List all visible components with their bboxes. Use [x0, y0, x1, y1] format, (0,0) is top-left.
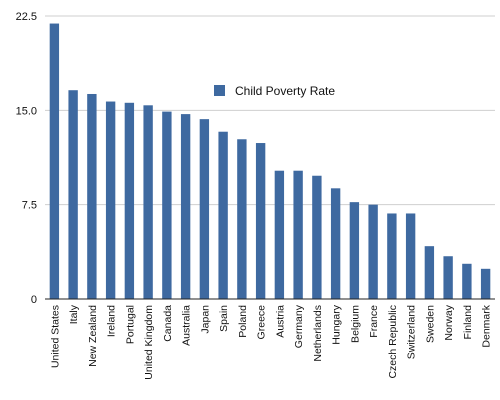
bar	[330, 188, 341, 299]
bar	[480, 268, 491, 299]
bar	[237, 139, 247, 299]
bar	[87, 93, 97, 299]
bars	[49, 23, 491, 300]
legend-label: Child Poverty Rate	[235, 84, 335, 98]
x-category-label: Austria	[274, 305, 286, 338]
legend-swatch	[214, 85, 225, 96]
x-axis-categories: United States Italy New Zealand Ireland Port…	[49, 304, 492, 379]
x-category-label: New Zealand	[87, 305, 99, 367]
x-category-label: Germany	[293, 304, 305, 348]
bar	[124, 102, 135, 299]
bar	[199, 119, 210, 299]
x-category-label: Greece	[256, 305, 268, 340]
x-category-label: Denmark	[481, 304, 493, 347]
x-category-label: Australia	[181, 305, 193, 346]
bar	[368, 204, 378, 299]
y-tick-label: 7.5	[22, 200, 37, 212]
x-category-label: Netherlands	[312, 305, 324, 362]
x-category-label: Japan	[199, 305, 211, 334]
x-category-label: France	[368, 305, 380, 338]
x-category-label: Canada	[162, 305, 174, 342]
bar	[405, 213, 416, 299]
x-category-label: Switzerland	[406, 305, 418, 359]
x-category-label: Sweden	[424, 305, 436, 343]
bar	[293, 170, 303, 299]
x-category-label: Hungary	[331, 304, 343, 344]
bar	[349, 202, 360, 299]
x-category-label: United Kingdom	[143, 305, 155, 380]
bar	[274, 170, 285, 299]
gridlines	[45, 15, 495, 206]
bar	[180, 114, 191, 300]
bar	[105, 101, 116, 299]
y-axis-ticks: 0 7.5 15.0 22.5	[16, 11, 37, 306]
x-category-label: Finland	[462, 305, 474, 340]
y-tick-label: 15.0	[16, 105, 37, 117]
y-tick-label: 22.5	[16, 11, 37, 23]
bar	[68, 90, 78, 299]
x-category-label: Belgium	[349, 305, 361, 343]
bar	[387, 213, 397, 299]
bar	[424, 246, 435, 299]
bar	[162, 111, 172, 299]
bar	[49, 23, 60, 300]
legend: Child Poverty Rate	[214, 84, 335, 98]
y-tick-label: 0	[31, 294, 37, 306]
bar	[255, 143, 266, 299]
x-category-label: Portugal	[124, 305, 136, 344]
x-category-label: Spain	[218, 305, 230, 332]
bar	[218, 131, 228, 299]
x-category-label: Norway	[443, 304, 455, 340]
bar	[143, 105, 153, 300]
x-category-label: Poland	[237, 305, 249, 338]
bar	[443, 256, 453, 299]
x-category-label: Czech Republic	[387, 305, 399, 379]
x-category-label: United States	[49, 305, 61, 368]
x-category-label: Ireland	[106, 305, 118, 337]
bar	[462, 263, 472, 299]
x-category-label: Italy	[68, 304, 80, 324]
bar	[312, 175, 322, 299]
